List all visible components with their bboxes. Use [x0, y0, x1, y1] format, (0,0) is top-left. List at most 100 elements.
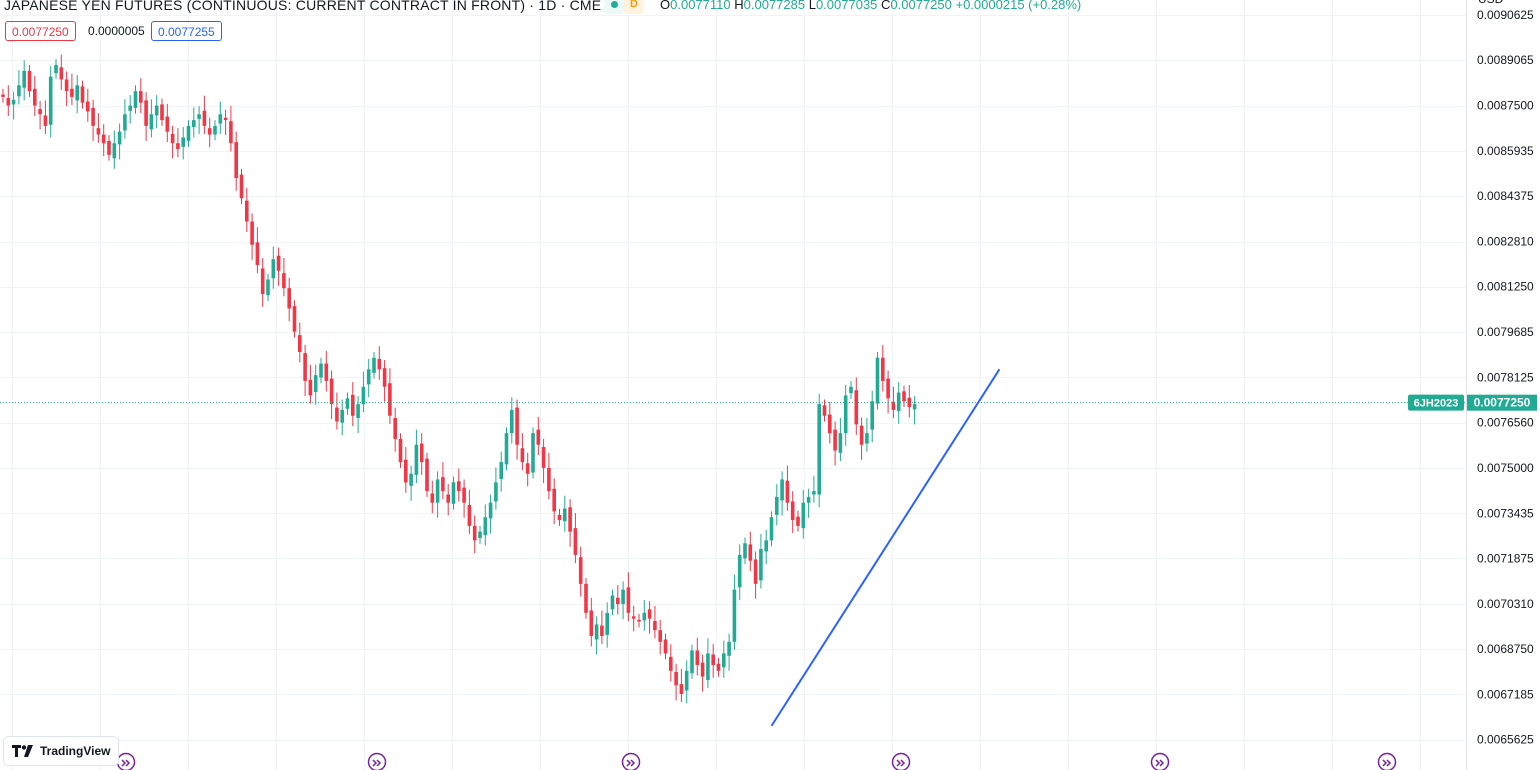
candle[interactable] [706, 638, 710, 689]
candle[interactable] [716, 658, 721, 677]
candle[interactable] [859, 417, 864, 460]
candle[interactable] [700, 654, 705, 692]
candle[interactable] [912, 396, 917, 425]
candle[interactable] [218, 101, 223, 134]
candle[interactable] [419, 433, 424, 475]
currency-label[interactable]: USD [1478, 0, 1504, 6]
candle[interactable] [711, 644, 715, 678]
candle[interactable] [435, 471, 440, 518]
candle[interactable] [616, 585, 620, 615]
dividend-event-icon[interactable] [116, 752, 136, 770]
candle[interactable] [891, 386, 896, 419]
candle[interactable] [621, 581, 625, 620]
candle[interactable] [356, 396, 360, 434]
candle[interactable] [170, 125, 175, 159]
candle[interactable] [828, 401, 832, 444]
candle[interactable] [785, 465, 790, 511]
candle[interactable] [64, 71, 69, 107]
candle[interactable] [229, 106, 233, 152]
candle[interactable] [123, 99, 127, 139]
candle[interactable] [425, 452, 429, 497]
candle[interactable] [504, 427, 509, 471]
candle[interactable] [202, 95, 207, 134]
candle[interactable] [722, 640, 726, 678]
candle[interactable] [239, 168, 244, 205]
candle[interactable] [112, 130, 117, 169]
candle[interactable] [260, 258, 265, 307]
candle[interactable] [59, 54, 64, 90]
candle[interactable] [404, 447, 408, 493]
candle[interactable] [589, 597, 594, 647]
candle[interactable] [1, 88, 5, 103]
candle[interactable] [22, 60, 26, 101]
candle[interactable] [75, 74, 79, 114]
candle[interactable] [335, 392, 339, 430]
candle[interactable] [748, 531, 753, 572]
candle[interactable] [223, 109, 228, 136]
candle[interactable] [568, 499, 572, 547]
candle[interactable] [563, 495, 567, 532]
candle[interactable] [669, 644, 673, 682]
candle[interactable] [366, 358, 371, 398]
candle[interactable] [446, 484, 450, 516]
candle[interactable] [298, 322, 302, 363]
candle[interactable] [329, 370, 334, 420]
market-status-icon[interactable] [604, 0, 624, 14]
candle[interactable] [631, 605, 636, 632]
candle[interactable] [372, 351, 376, 379]
candle[interactable] [684, 660, 689, 704]
candle[interactable] [351, 382, 355, 427]
candle[interactable] [54, 59, 58, 79]
candle[interactable] [345, 392, 350, 415]
candle[interactable] [637, 613, 641, 628]
candle[interactable] [817, 393, 821, 508]
candle[interactable] [838, 418, 843, 461]
candle[interactable] [896, 382, 901, 424]
candle[interactable] [870, 390, 874, 443]
candle[interactable] [732, 574, 737, 650]
candle[interactable] [849, 380, 853, 399]
candle[interactable] [250, 213, 254, 260]
candle[interactable] [308, 364, 313, 404]
candle[interactable] [160, 98, 164, 126]
candle[interactable] [245, 187, 249, 232]
candle[interactable] [313, 364, 318, 405]
candle[interactable] [271, 246, 276, 289]
candle[interactable] [266, 273, 270, 301]
candle[interactable] [499, 451, 503, 492]
candle[interactable] [854, 377, 859, 435]
candle[interactable] [441, 462, 445, 500]
candle[interactable] [494, 467, 498, 510]
candle[interactable] [70, 73, 74, 105]
candle[interactable] [451, 476, 456, 510]
candle[interactable] [875, 351, 880, 410]
candle[interactable] [780, 471, 784, 516]
candle[interactable] [658, 619, 662, 655]
candle[interactable] [409, 465, 413, 501]
candle[interactable] [234, 131, 238, 191]
candle[interactable] [642, 600, 647, 631]
candle[interactable] [764, 529, 768, 565]
candle[interactable] [107, 135, 111, 161]
candle[interactable] [695, 637, 700, 676]
candle[interactable] [600, 610, 604, 645]
candle[interactable] [843, 385, 848, 446]
candle[interactable] [128, 95, 132, 124]
candle[interactable] [790, 491, 795, 533]
candle[interactable] [197, 106, 201, 134]
candle[interactable] [557, 509, 562, 526]
candle[interactable] [483, 504, 488, 546]
candle[interactable] [430, 480, 435, 514]
buy-button[interactable]: 0.0077255 [151, 21, 222, 41]
candle[interactable] [881, 345, 885, 392]
candle[interactable] [594, 616, 599, 655]
candle[interactable] [255, 227, 260, 274]
candle[interactable] [462, 479, 466, 518]
candle[interactable] [663, 633, 668, 660]
candle[interactable] [902, 385, 906, 408]
candle[interactable] [213, 120, 217, 141]
candle[interactable] [833, 421, 837, 466]
candle[interactable] [361, 371, 366, 413]
